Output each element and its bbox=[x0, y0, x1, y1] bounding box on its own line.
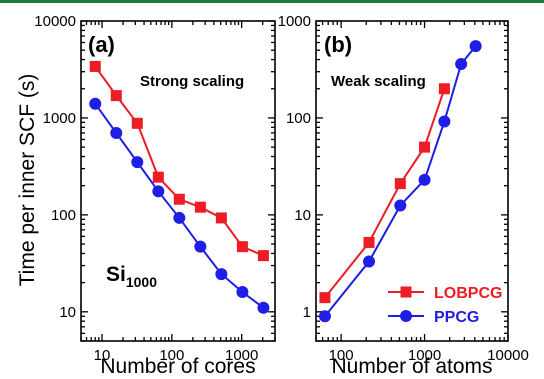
data-point-lobpcg bbox=[89, 60, 101, 72]
series-line-lobpcg bbox=[324, 88, 446, 299]
x-tick-label: 100 bbox=[159, 347, 184, 364]
data-point-ppcg bbox=[418, 173, 431, 186]
data-point-ppcg bbox=[438, 115, 451, 128]
y-tick-label: 100 bbox=[51, 207, 76, 224]
data-point-ppcg bbox=[110, 126, 123, 139]
data-point-lobpcg bbox=[131, 117, 143, 129]
panel-b-label: (b) bbox=[324, 32, 352, 57]
data-point-ppcg bbox=[173, 211, 186, 224]
data-point-lobpcg bbox=[419, 141, 431, 153]
strong-scaling-annotation: Strong scaling bbox=[140, 73, 244, 90]
data-point-lobpcg bbox=[394, 178, 406, 190]
panel-a: 10 100 1000 10 100 1000 10000 (a) Strong scali… bbox=[34, 13, 276, 378]
data-point-ppcg bbox=[236, 286, 249, 299]
x-tick-label: 100 bbox=[329, 347, 354, 364]
legend-marker-ppcg bbox=[400, 310, 412, 322]
data-point-lobpcg bbox=[110, 90, 122, 102]
data-point-lobpcg bbox=[215, 212, 227, 224]
data-point-ppcg bbox=[89, 97, 102, 110]
y-tick-label: 10 bbox=[59, 304, 76, 321]
data-point-lobpcg bbox=[236, 241, 248, 253]
data-point-ppcg bbox=[194, 240, 207, 253]
legend-marker-lobpcg bbox=[400, 286, 412, 298]
data-point-ppcg bbox=[257, 301, 270, 314]
y-tick-label: 10000 bbox=[34, 13, 76, 30]
data-point-ppcg bbox=[363, 255, 376, 268]
x-tick-label: 10 bbox=[94, 347, 111, 364]
panel-a-frame bbox=[80, 20, 276, 342]
legend-label-lobpcg: LOBPCG bbox=[434, 285, 502, 302]
panel-a-x-axis-label: Number of cores bbox=[100, 355, 255, 378]
x-tick-label: 1000 bbox=[408, 347, 441, 364]
weak-scaling-annotation: Weak scaling bbox=[331, 73, 426, 90]
y-tick-label: 1000 bbox=[278, 13, 311, 30]
top-accent-bar bbox=[0, 0, 544, 3]
data-point-lobpcg bbox=[173, 193, 185, 205]
x-tick-label: 10000 bbox=[487, 347, 529, 364]
y-tick-label: 10 bbox=[294, 207, 311, 224]
data-point-ppcg bbox=[131, 156, 144, 169]
data-point-ppcg bbox=[152, 185, 165, 198]
y-tick-label: 1000 bbox=[43, 110, 76, 127]
data-point-ppcg bbox=[394, 199, 407, 212]
data-point-lobpcg bbox=[319, 292, 331, 304]
panel-b-x-axis-label: Number of atoms bbox=[331, 355, 492, 378]
y-axis-label: Time per inner SCF (s) bbox=[16, 74, 39, 287]
data-point-lobpcg bbox=[363, 236, 375, 248]
y-tick-label: 1 bbox=[303, 304, 311, 321]
data-point-lobpcg bbox=[257, 250, 269, 262]
data-point-ppcg bbox=[455, 58, 468, 71]
data-point-ppcg bbox=[215, 268, 228, 281]
panel-a-label: (a) bbox=[88, 32, 115, 57]
data-point-lobpcg bbox=[194, 201, 206, 213]
data-point-ppcg bbox=[318, 310, 331, 323]
data-point-ppcg bbox=[469, 40, 482, 53]
data-point-lobpcg bbox=[152, 171, 164, 183]
y-tick-label: 100 bbox=[286, 110, 311, 127]
si1000-label: Si1000 bbox=[106, 263, 157, 290]
data-point-lobpcg bbox=[438, 83, 450, 95]
x-tick-label: 1000 bbox=[225, 347, 258, 364]
legend: LOBPCG PPCG bbox=[388, 285, 502, 326]
legend-label-ppcg: PPCG bbox=[434, 309, 479, 326]
